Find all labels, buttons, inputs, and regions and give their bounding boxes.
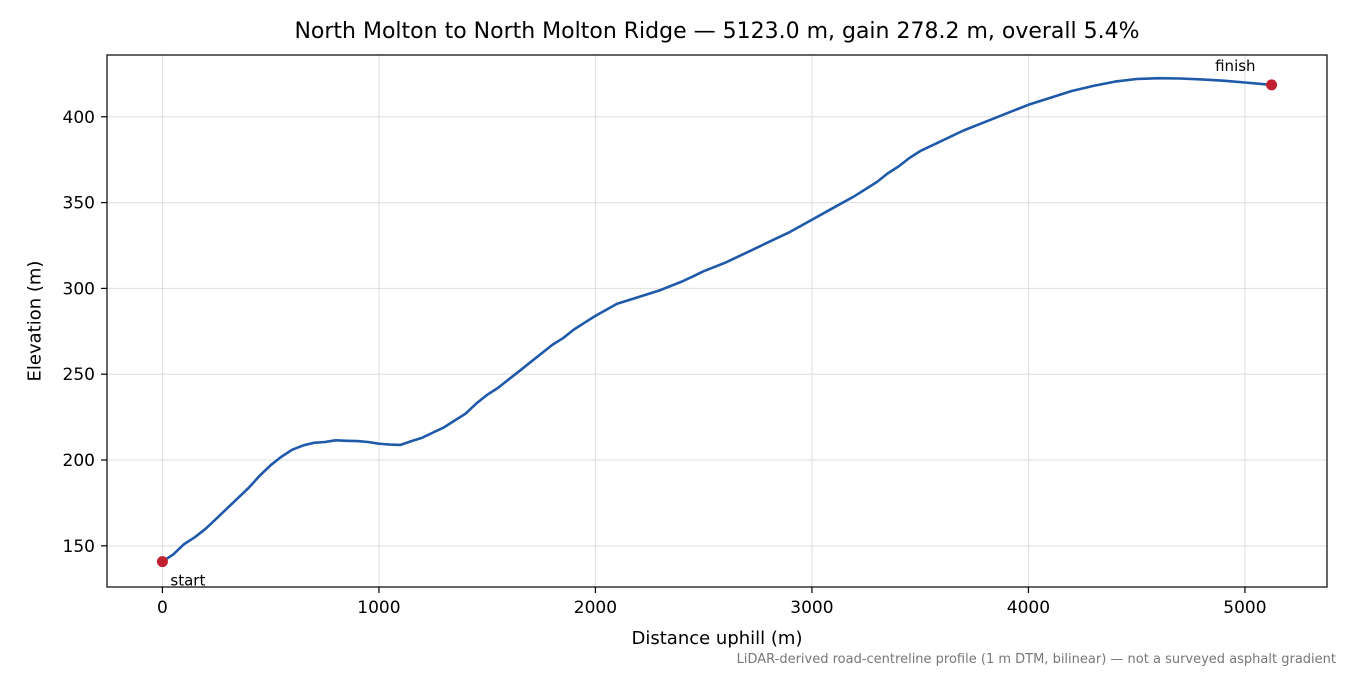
x-tick-label: 4000 [1007,598,1050,618]
data-source-caption: LiDAR-derived road-centreline profile (1… [736,652,1336,667]
y-tick-label: 250 [63,365,95,385]
y-axis-label: Elevation (m) [24,260,46,382]
y-tick-label: 300 [63,279,95,299]
start-label: start [170,572,205,590]
x-tick-label: 3000 [790,598,833,618]
x-tick-label: 0 [157,598,168,618]
y-tick-label: 400 [63,108,95,128]
x-tick-label: 1000 [357,598,400,618]
start-marker [156,556,168,568]
elevation-line [161,76,1272,563]
finish-label: finish [1215,57,1255,75]
finish-marker [1266,79,1278,91]
chart-title: North Molton to North Molton Ridge — 512… [294,19,1140,44]
y-tick-label: 200 [63,451,95,471]
plot-frame [106,54,1328,588]
y-tick-label: 150 [63,537,95,557]
x-axis-label: Distance uphill (m) [631,628,803,649]
y-tick-label: 350 [63,194,95,214]
x-tick-label: 5000 [1223,598,1266,618]
x-tick-label: 2000 [574,598,617,618]
